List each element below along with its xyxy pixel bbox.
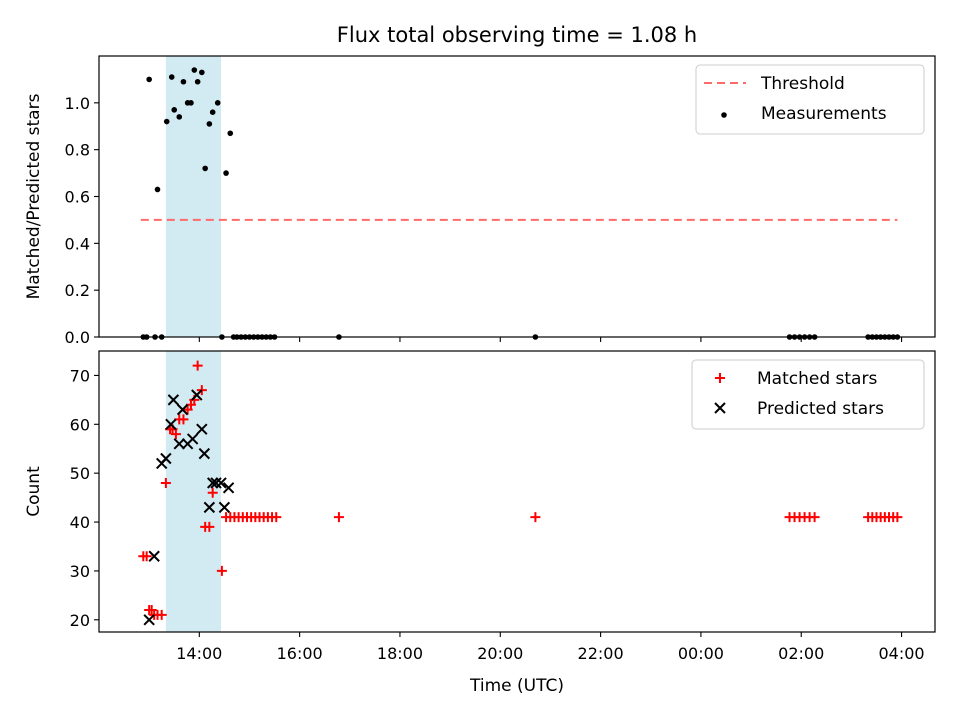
- x-tick-label: 18:00: [377, 644, 423, 663]
- measurements-point: [188, 100, 194, 106]
- measurements-point: [176, 114, 183, 120]
- matched-stars-point: [160, 477, 171, 488]
- measurements-point: [206, 121, 213, 127]
- x-tick-label: 22:00: [578, 644, 624, 663]
- predicted-stars-point: [176, 403, 189, 416]
- measurements-point: [171, 107, 178, 113]
- figure-title: Flux total observing time = 1.08 h: [337, 23, 697, 47]
- predicted-stars-point: [148, 550, 160, 562]
- predicted-stars-point: [191, 389, 203, 401]
- x-tick-label: 14:00: [176, 644, 222, 663]
- predicted-stars-point: [143, 614, 155, 626]
- measurements-point: [214, 100, 221, 106]
- y-tick-label: 40: [70, 513, 90, 532]
- matched-stars-point: [170, 429, 181, 440]
- predicted-stars-point: [206, 477, 219, 489]
- matched-stars-point: [892, 512, 903, 523]
- x-tick-label: 02:00: [778, 644, 824, 663]
- y-tick-label: 0.2: [65, 281, 90, 300]
- matched-stars-point: [216, 565, 227, 576]
- x-tick-label: 20:00: [477, 644, 523, 663]
- measurements-point: [209, 109, 216, 115]
- predicted-stars-point: [165, 418, 177, 431]
- axes-frame: [98, 350, 936, 633]
- legend-measurements-swatch: [721, 112, 727, 118]
- y-tick-label: 0.6: [65, 188, 90, 207]
- observing-span: [165, 56, 222, 337]
- measurements-point: [191, 67, 198, 73]
- matched-stars-point: [333, 512, 344, 523]
- measurements-point: [168, 74, 175, 80]
- matched-stars-point: [156, 609, 167, 620]
- count-panel: 20 30 40 50 60 70 14:00 16:00 18:00 20:00 22:00 00:…: [24, 350, 936, 663]
- predicted-stars-point: [215, 477, 227, 489]
- matched-stars-point: [530, 512, 541, 523]
- legend-label: Predicted stars: [757, 399, 884, 419]
- measurements-point: [180, 78, 187, 85]
- y-tick-label: 0.8: [65, 141, 90, 160]
- measurements-point: [194, 78, 201, 85]
- measurements-point: [146, 76, 152, 83]
- x-tick-label: 04:00: [879, 644, 925, 663]
- legend-label: Matched stars: [757, 369, 877, 389]
- ratio-panel: 0.0 0.2 0.4 0.6 0.8 1.0 Matched/Predicted star…: [24, 55, 936, 347]
- measurements-point: [223, 170, 229, 176]
- legend-predicted-swatch: [714, 402, 726, 414]
- y-tick-label: 0.0: [65, 328, 90, 347]
- predicted-stars-point: [196, 423, 208, 435]
- measurements-point: [202, 165, 208, 172]
- predicted-stars-point: [167, 394, 180, 406]
- predicted-stars-point: [210, 477, 222, 489]
- y-tick-label: 0.4: [65, 234, 90, 253]
- x-tick-label: 16:00: [277, 644, 323, 663]
- measurements-point: [163, 118, 170, 125]
- matched-stars-point: [204, 521, 215, 532]
- predicted-stars-point: [186, 433, 199, 445]
- predicted-stars-point: [222, 482, 235, 494]
- matched-stars-point: [141, 551, 152, 562]
- y-axis-label: Count: [24, 466, 44, 517]
- legend-box: [695, 64, 925, 135]
- y-tick-label: 60: [70, 415, 90, 434]
- legend-label: Measurements: [761, 104, 887, 124]
- matched-stars-point: [178, 414, 189, 425]
- y-tick-label: 70: [70, 366, 90, 385]
- predicted-stars-point: [203, 501, 216, 514]
- legend-box: [691, 359, 925, 430]
- matched-stars-point: [207, 487, 218, 498]
- y-tick-label: 30: [70, 562, 90, 581]
- legend-matched-swatch: [715, 373, 725, 383]
- predicted-stars-point: [218, 501, 231, 514]
- measurements-point: [154, 186, 161, 193]
- x-tick-label: 00:00: [678, 644, 724, 663]
- y-tick-label: 50: [70, 464, 90, 483]
- y-axis-label: Matched/Predicted stars: [24, 93, 44, 299]
- x-axis-label: Time (UTC): [469, 676, 564, 696]
- matched-stars-point: [809, 512, 820, 523]
- y-tick-label: 20: [70, 611, 90, 630]
- matched-stars-point: [192, 360, 203, 371]
- predicted-stars-point: [160, 452, 172, 465]
- y-tick-label: 1.0: [65, 94, 90, 113]
- legend-label: Threshold: [760, 74, 845, 94]
- matched-stars-point: [271, 512, 282, 523]
- measurements-point: [199, 69, 205, 76]
- predicted-stars-point: [198, 447, 211, 460]
- predicted-stars-point: [173, 438, 185, 450]
- measurements-point: [227, 130, 234, 137]
